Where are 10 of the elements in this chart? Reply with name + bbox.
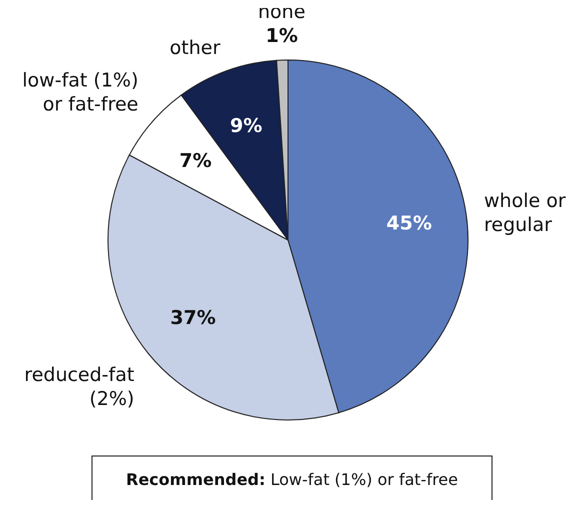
data-label: 45%: [386, 212, 432, 235]
data-label: 7%: [179, 150, 212, 172]
data-label: 9%: [230, 114, 262, 137]
slice-label: reduced-fat (2%): [24, 364, 134, 410]
data-label: 1%: [266, 25, 298, 48]
slice-label: low-fat (1%) or fat-free: [22, 69, 138, 116]
text: Recommended: Low-fat (1%) or fat-free: [126, 470, 458, 489]
slice-label: whole or regular: [484, 190, 566, 236]
data-label: 37%: [170, 307, 216, 330]
slice-label: other: [170, 36, 220, 59]
